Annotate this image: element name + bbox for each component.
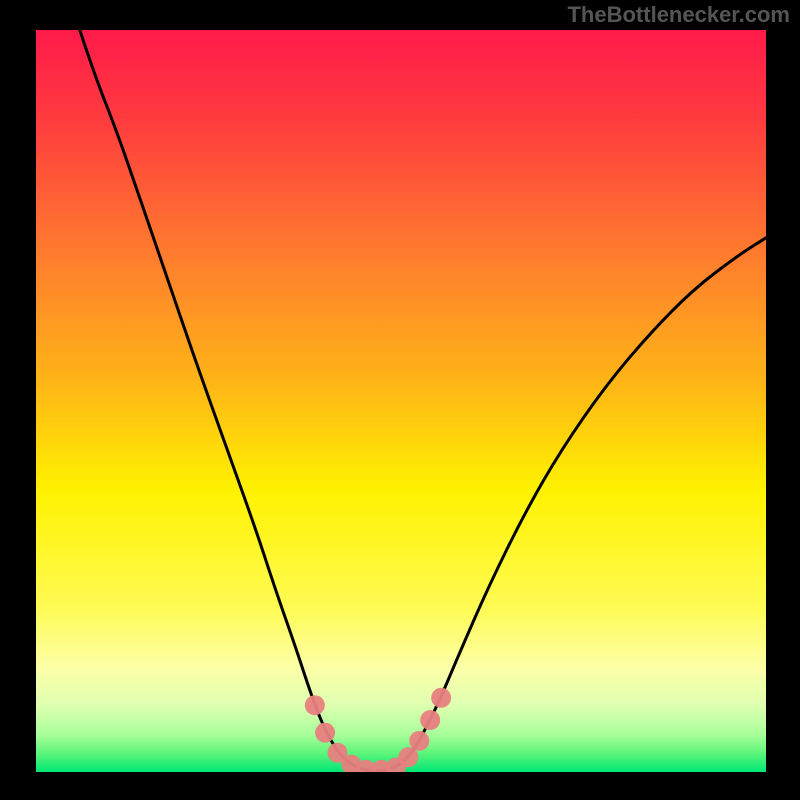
chart-svg	[36, 30, 766, 772]
curve-marker	[420, 710, 440, 730]
curve-marker	[398, 747, 418, 767]
watermark-text: TheBottlenecker.com	[567, 2, 790, 28]
curve-marker	[315, 723, 335, 743]
curve-marker	[409, 731, 429, 751]
chart-background	[36, 30, 766, 772]
curve-marker	[431, 688, 451, 708]
chart-plot-area	[36, 30, 766, 772]
curve-marker	[305, 695, 325, 715]
